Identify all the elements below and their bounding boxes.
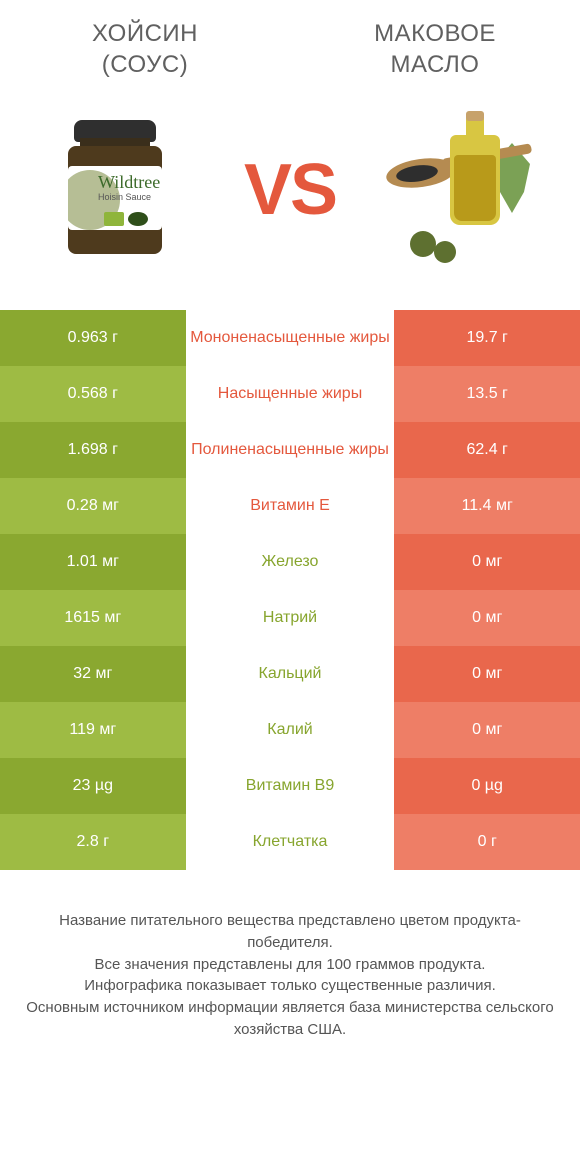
footnote: Название питательного вещества представл… xyxy=(0,870,580,1041)
title-right: Маковое масло xyxy=(290,18,580,100)
cell-label: Железо xyxy=(186,534,395,590)
table-row: 0.28 мгВитамин E11.4 мг xyxy=(0,478,580,534)
product-image-right xyxy=(380,110,550,270)
cell-label: Витамин B9 xyxy=(186,758,395,814)
cell-right: 0 µg xyxy=(394,758,580,814)
cell-left: 0.568 г xyxy=(0,366,186,422)
cell-label: Натрий xyxy=(186,590,395,646)
cell-label: Мононенасыщенные жиры xyxy=(186,310,395,366)
table-row: 2.8 гКлетчатка0 г xyxy=(0,814,580,870)
footnote-line: Инфографика показывает только существенн… xyxy=(24,975,556,997)
cell-label: Кальций xyxy=(186,646,395,702)
cell-label: Калий xyxy=(186,702,395,758)
cell-right: 0 мг xyxy=(394,702,580,758)
product-image-left: WildtreeHoisin Sauce xyxy=(30,110,200,270)
cell-right: 62.4 г xyxy=(394,422,580,478)
cell-left: 32 мг xyxy=(0,646,186,702)
table-row: 1.698 гПолиненасыщенные жиры62.4 г xyxy=(0,422,580,478)
table-row: 1.01 мгЖелезо0 мг xyxy=(0,534,580,590)
cell-left: 0.28 мг xyxy=(0,478,186,534)
title-right-line2: масло xyxy=(290,49,580,80)
title-left-line2: (соус) xyxy=(0,49,290,80)
cell-left: 23 µg xyxy=(0,758,186,814)
cell-left: 1.01 мг xyxy=(0,534,186,590)
cell-label: Насыщенные жиры xyxy=(186,366,395,422)
cell-label: Клетчатка xyxy=(186,814,395,870)
title-left-line1: Хойсин xyxy=(0,18,290,49)
cell-right: 0 мг xyxy=(394,646,580,702)
footnote-line: Все значения представлены для 100 граммо… xyxy=(24,954,556,976)
table-row: 1615 мгНатрий0 мг xyxy=(0,590,580,646)
comparison-table: 0.963 гМононенасыщенные жиры19.7 г0.568 … xyxy=(0,310,580,870)
cell-label: Полиненасыщенные жиры xyxy=(186,422,395,478)
cell-left: 1615 мг xyxy=(0,590,186,646)
vs-label: VS xyxy=(244,149,336,231)
cell-left: 2.8 г xyxy=(0,814,186,870)
footnote-line: Основным источником информации является … xyxy=(24,997,556,1041)
oil-icon xyxy=(380,115,550,265)
cell-right: 19.7 г xyxy=(394,310,580,366)
cell-right: 11.4 мг xyxy=(394,478,580,534)
cell-right: 0 мг xyxy=(394,590,580,646)
cell-left: 0.963 г xyxy=(0,310,186,366)
title-right-line1: Маковое xyxy=(290,18,580,49)
cell-label: Витамин E xyxy=(186,478,395,534)
title-left: Хойсин (соус) xyxy=(0,18,290,100)
cell-left: 119 мг xyxy=(0,702,186,758)
cell-right: 0 мг xyxy=(394,534,580,590)
footnote-line: Название питательного вещества представл… xyxy=(24,910,556,954)
cell-left: 1.698 г xyxy=(0,422,186,478)
table-row: 119 мгКалий0 мг xyxy=(0,702,580,758)
images-row: WildtreeHoisin Sauce VS xyxy=(0,100,580,310)
table-row: 32 мгКальций0 мг xyxy=(0,646,580,702)
jar-icon: WildtreeHoisin Sauce xyxy=(60,120,170,260)
table-row: 23 µgВитамин B90 µg xyxy=(0,758,580,814)
header: Хойсин (соус) Маковое масло xyxy=(0,0,580,100)
table-row: 0.568 гНасыщенные жиры13.5 г xyxy=(0,366,580,422)
cell-right: 0 г xyxy=(394,814,580,870)
cell-right: 13.5 г xyxy=(394,366,580,422)
table-row: 0.963 гМононенасыщенные жиры19.7 г xyxy=(0,310,580,366)
